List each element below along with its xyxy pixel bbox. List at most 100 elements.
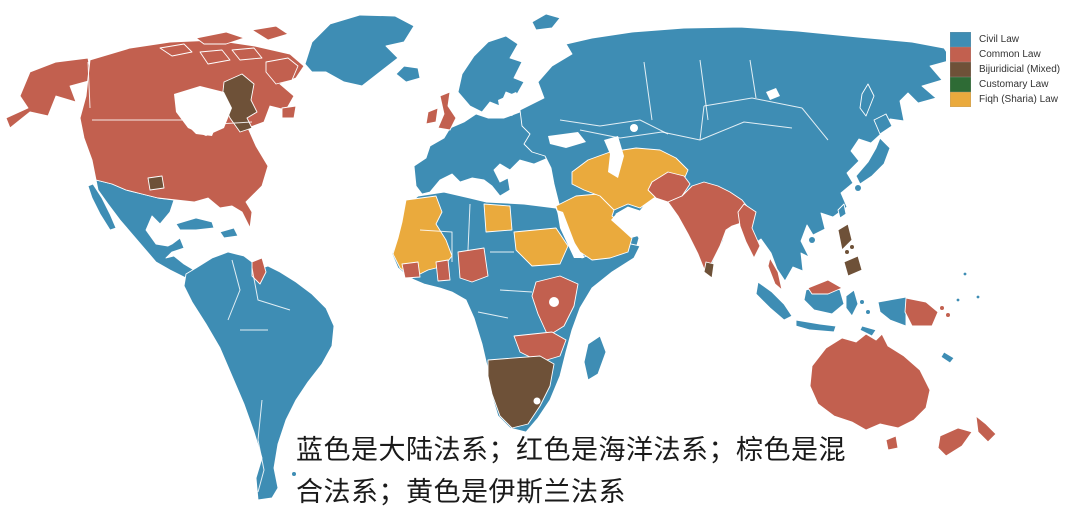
region-morocco-mauritania	[392, 195, 453, 279]
region-new-zealand-south	[937, 427, 973, 457]
civil-law-regions	[87, 13, 980, 501]
region-svalbard	[531, 13, 561, 31]
region-arctic-island-3	[159, 43, 193, 57]
region-arctic-island-4	[231, 47, 263, 61]
region-sumatra	[755, 281, 793, 321]
aral-sea	[630, 124, 638, 132]
caption-line-1: 蓝色是大陆法系；红色是海洋法系；棕色是混	[296, 435, 846, 465]
persian-gulf	[611, 214, 638, 238]
great-lakes	[186, 120, 216, 136]
region-malay-peninsula	[767, 257, 783, 291]
region-arctic-island-2	[251, 25, 289, 41]
region-alaska	[5, 57, 93, 129]
region-philippines-visayas-2	[850, 245, 854, 249]
border-south-america	[227, 259, 291, 493]
country-borders	[87, 59, 829, 493]
legend-swatch-customary-law	[950, 77, 971, 92]
legend-item-bijuridicial: Bijuridicial (Mixed)	[950, 62, 1080, 77]
region-nigeria	[457, 247, 489, 283]
border-siberia	[699, 59, 757, 121]
region-sierra-leone-liberia	[401, 261, 421, 279]
region-myanmar	[737, 203, 761, 259]
region-newfoundland	[281, 105, 297, 119]
mixed-law-regions	[147, 73, 863, 429]
legend-swatch-civil-law	[950, 32, 971, 47]
region-sudan	[513, 227, 569, 267]
region-australia	[809, 333, 931, 431]
legend-label-common-law: Common Law	[979, 49, 1041, 60]
region-new-britain	[940, 306, 944, 310]
lesotho-enclave	[533, 397, 541, 405]
region-philippines-luzon	[837, 223, 853, 251]
region-japan-honshu	[855, 137, 891, 185]
region-zambia-zimbabwe	[513, 331, 567, 363]
legend-item-civil-law: Civil Law	[950, 32, 1080, 47]
region-southern-africa	[487, 355, 555, 429]
red-sea	[557, 210, 584, 258]
legend-label-bijuridicial: Bijuridicial (Mixed)	[979, 64, 1061, 75]
caption-line-2: 合法系；黄色是伊斯兰法系	[296, 477, 626, 507]
region-taiwan	[837, 203, 847, 219]
region-new-zealand-north	[975, 415, 997, 443]
region-guyana	[251, 257, 267, 285]
legend-item-fiqh-law: Fiqh (Sharia) Law	[950, 92, 1080, 107]
region-java	[795, 319, 837, 333]
common-law-regions	[5, 25, 997, 457]
region-new-caledonia	[940, 351, 955, 364]
region-tasmania	[885, 435, 899, 451]
region-united-kingdom	[437, 91, 457, 131]
region-scandinavia	[457, 35, 525, 113]
border-africa	[419, 203, 533, 319]
caspian-sea	[604, 136, 624, 178]
region-arctic-island-1	[195, 31, 245, 45]
caption-chinese: 蓝色是大陆法系；红色是海洋法系；棕色是混 合法系；黄色是伊斯兰法系	[296, 429, 846, 513]
region-sakhalin	[859, 83, 875, 117]
region-japan-hokkaido	[873, 113, 893, 135]
region-japan-kyushu	[855, 185, 861, 191]
region-libya	[483, 203, 513, 233]
region-hispaniola	[219, 227, 239, 239]
legend-item-common-law: Common Law	[950, 47, 1080, 62]
region-louisiana	[147, 175, 165, 191]
region-philippines-visayas-1	[845, 250, 849, 254]
region-solomon	[946, 313, 950, 317]
seas-and-lakes	[174, 86, 780, 405]
region-india	[667, 181, 751, 275]
region-sulawesi	[845, 289, 859, 317]
black-sea	[548, 132, 586, 148]
region-pacific-island-3	[976, 295, 980, 299]
region-philippines-mindanao	[843, 255, 863, 277]
region-greenland	[304, 14, 415, 87]
border-mongolia-china	[579, 97, 829, 141]
lake-victoria	[549, 297, 559, 307]
region-pacific-island-2	[956, 298, 960, 302]
region-ghana	[435, 259, 451, 282]
baltic-sea	[498, 92, 524, 116]
region-papua-new-guinea	[904, 297, 939, 327]
region-hainan	[809, 237, 815, 243]
region-iceland	[395, 65, 421, 83]
border-alaska-canada	[87, 61, 91, 109]
legend-swatch-bijuridicial	[950, 62, 971, 77]
region-north-borneo	[807, 279, 843, 295]
legend-swatch-common-law	[950, 47, 971, 62]
legend-swatch-fiqh-law	[950, 92, 971, 107]
region-victoria-island	[199, 49, 231, 65]
region-cuba	[175, 217, 215, 231]
legend-item-customary-law: Customary Law	[950, 77, 1080, 92]
legend: Civil Law Common Law Bijuridicial (Mixed…	[946, 26, 1080, 113]
region-west-new-guinea	[877, 296, 907, 327]
region-falklands	[292, 472, 296, 476]
region-baffin-island	[265, 57, 299, 85]
legend-label-customary-law: Customary Law	[979, 79, 1049, 90]
legend-label-fiqh-law: Fiqh (Sharia) Law	[979, 94, 1058, 105]
region-sri-lanka	[703, 261, 715, 279]
region-ireland	[425, 107, 439, 125]
region-pacific-island-1	[963, 272, 967, 276]
lake-baikal	[766, 88, 780, 100]
region-baja-california	[87, 183, 117, 231]
legend-label-civil-law: Civil Law	[979, 34, 1020, 45]
region-madagascar	[583, 335, 607, 381]
